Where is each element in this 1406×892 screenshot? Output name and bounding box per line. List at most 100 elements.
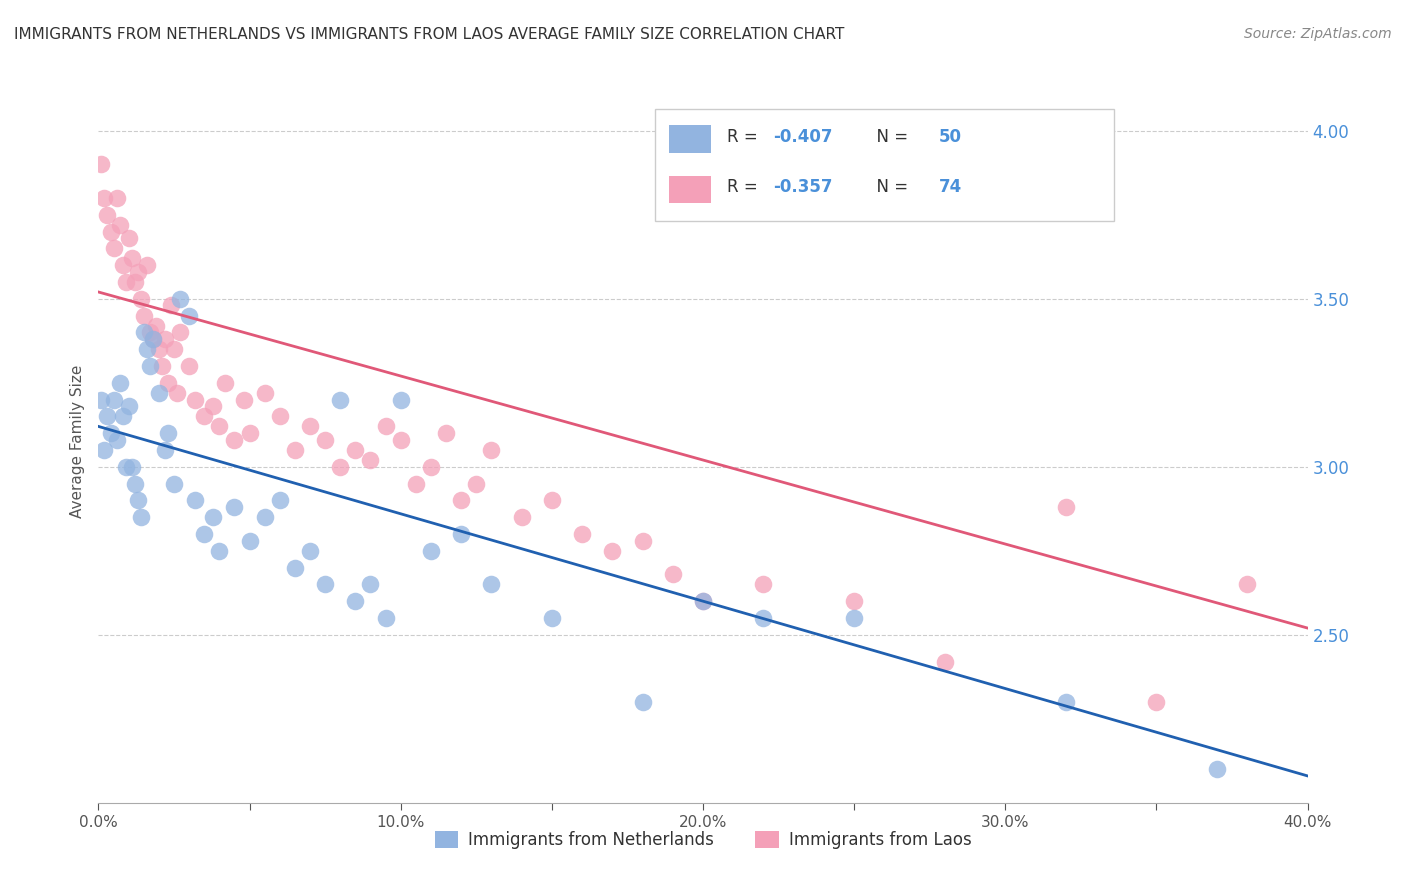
Point [160, 298, 183, 312]
Point [118, 399, 141, 413]
Point [139, 359, 162, 373]
Point [284, 442, 307, 457]
Point [93, 191, 115, 205]
Point [540, 493, 562, 508]
FancyBboxPatch shape [669, 125, 711, 153]
Text: R =: R = [727, 178, 763, 196]
Point [208, 543, 231, 558]
Point [100, 225, 122, 239]
Text: 74: 74 [939, 178, 962, 196]
Point [232, 392, 254, 407]
Point [127, 265, 149, 279]
Point [96, 409, 118, 424]
Point [139, 326, 162, 340]
Point [661, 567, 683, 582]
Point [465, 476, 488, 491]
Point [239, 426, 262, 441]
Point [314, 577, 336, 591]
Point [150, 359, 173, 373]
Legend: Immigrants from Netherlands, Immigrants from Laos: Immigrants from Netherlands, Immigrants … [427, 824, 979, 856]
FancyBboxPatch shape [669, 176, 711, 203]
Point [224, 433, 246, 447]
Text: N =: N = [866, 128, 914, 145]
Point [148, 385, 170, 400]
Point [105, 191, 128, 205]
Point [111, 258, 134, 272]
Point [100, 426, 122, 441]
Point [96, 208, 118, 222]
Point [692, 594, 714, 608]
Text: R =: R = [727, 128, 763, 145]
Point [208, 419, 231, 434]
Point [124, 275, 146, 289]
Point [93, 442, 115, 457]
Point [135, 342, 157, 356]
Point [163, 476, 186, 491]
Point [420, 459, 443, 474]
Point [142, 332, 165, 346]
Point [314, 433, 336, 447]
Point [202, 510, 225, 524]
Point [114, 459, 136, 474]
Text: 50: 50 [939, 128, 962, 145]
Point [450, 527, 472, 541]
Point [169, 326, 191, 340]
Point [374, 611, 396, 625]
Point [129, 292, 152, 306]
Point [602, 543, 624, 558]
Point [118, 231, 141, 245]
Point [752, 577, 775, 591]
Point [142, 332, 165, 346]
Point [156, 376, 179, 390]
Point [153, 332, 176, 346]
Point [934, 655, 956, 669]
Point [1236, 577, 1258, 591]
Point [405, 476, 427, 491]
Point [420, 543, 443, 558]
Point [481, 442, 503, 457]
Point [179, 309, 201, 323]
Point [156, 426, 179, 441]
Point [692, 594, 714, 608]
Point [145, 318, 167, 333]
Point [481, 577, 503, 591]
Point [450, 493, 472, 508]
FancyBboxPatch shape [655, 109, 1114, 221]
Point [111, 409, 134, 424]
Point [114, 275, 136, 289]
Point [571, 527, 593, 541]
Point [344, 442, 367, 457]
Point [1054, 695, 1077, 709]
Point [153, 442, 176, 457]
Point [360, 453, 382, 467]
Point [389, 433, 412, 447]
Point [135, 258, 157, 272]
Point [90, 392, 112, 407]
Point [193, 409, 215, 424]
Point [253, 385, 276, 400]
Point [269, 409, 291, 424]
Point [540, 611, 562, 625]
Point [163, 342, 186, 356]
Y-axis label: Average Family Size: Average Family Size [69, 365, 84, 518]
Point [127, 493, 149, 508]
Point [299, 543, 322, 558]
Point [1206, 762, 1229, 776]
Point [224, 500, 246, 514]
Point [105, 433, 128, 447]
Point [510, 510, 533, 524]
Point [631, 533, 654, 548]
Point [1144, 695, 1167, 709]
Point [360, 577, 382, 591]
Point [253, 510, 276, 524]
Point [124, 476, 146, 491]
Point [329, 459, 352, 474]
Point [284, 560, 307, 574]
Point [844, 611, 866, 625]
Point [132, 309, 155, 323]
Point [344, 594, 367, 608]
Point [129, 510, 152, 524]
Point [389, 392, 412, 407]
Point [214, 376, 236, 390]
Point [434, 426, 457, 441]
